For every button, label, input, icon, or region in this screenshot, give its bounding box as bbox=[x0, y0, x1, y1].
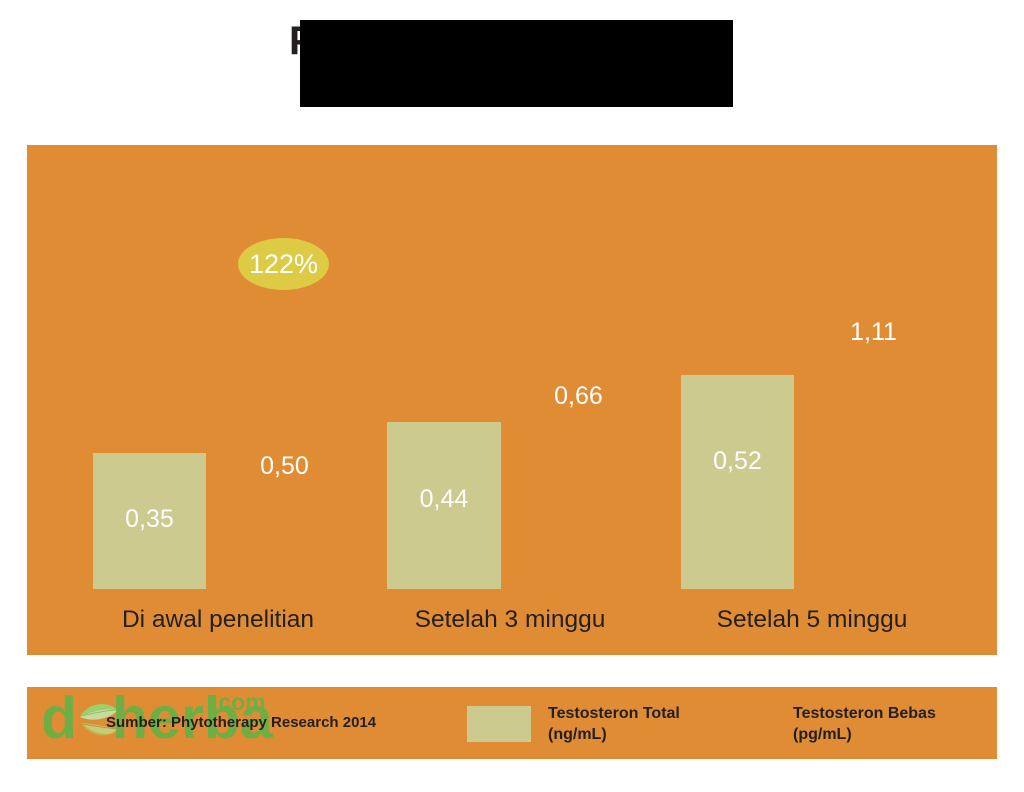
svg-text:d: d bbox=[44, 688, 77, 750]
svg-text:.com: .com bbox=[212, 689, 266, 715]
